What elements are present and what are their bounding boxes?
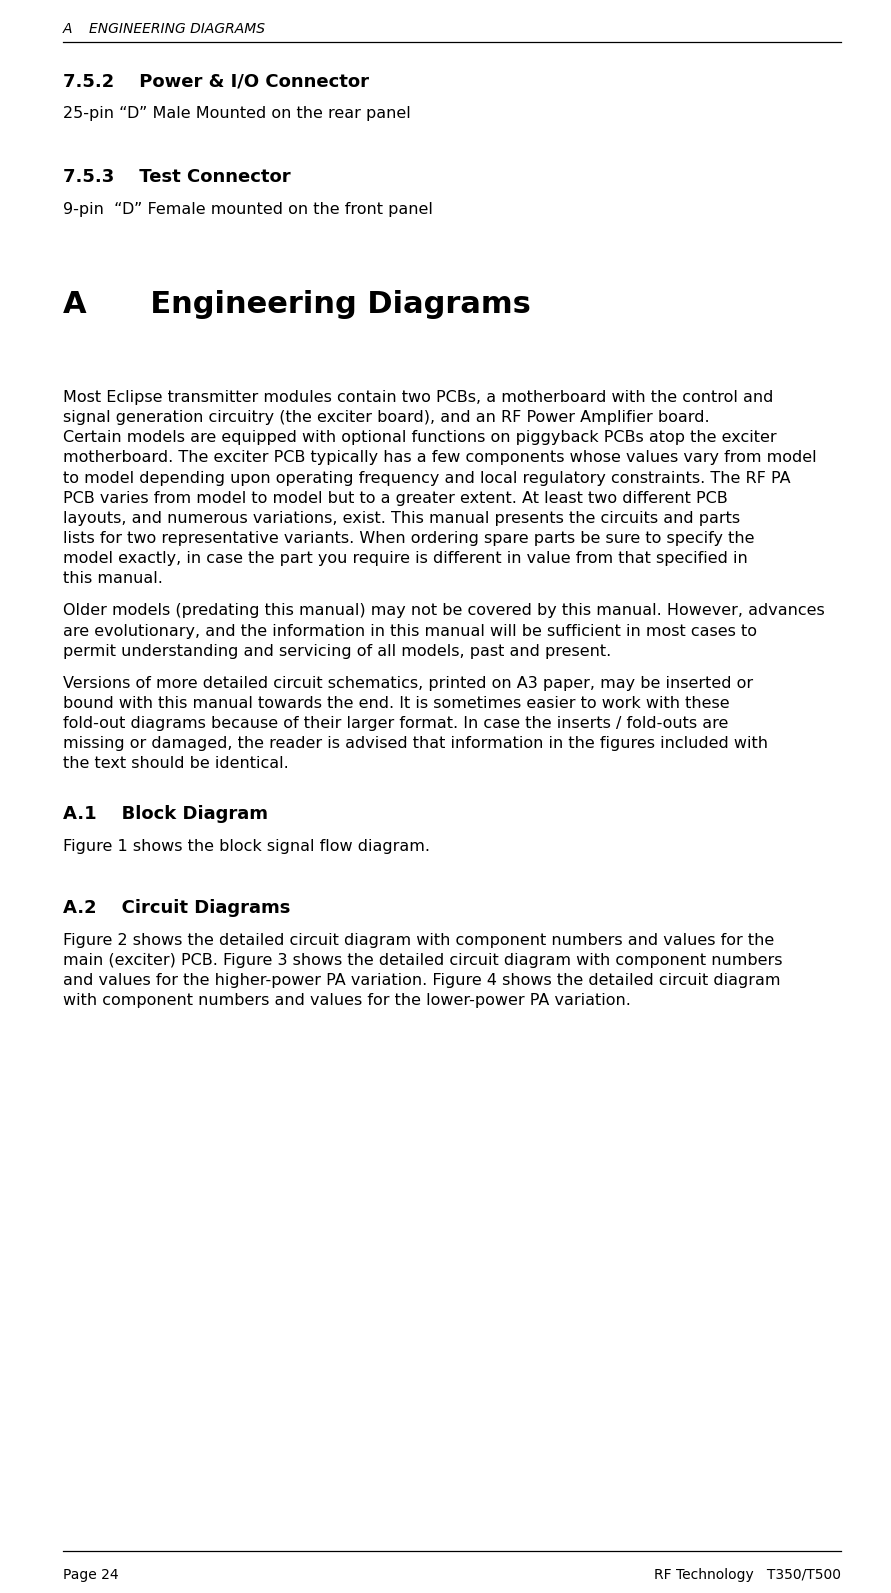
Text: main (exciter) PCB. Figure 3 shows the detailed circuit diagram with component n: main (exciter) PCB. Figure 3 shows the d…: [63, 953, 782, 967]
Text: layouts, and numerous variations, exist. This manual presents the circuits and p: layouts, and numerous variations, exist.…: [63, 511, 740, 526]
Text: 9-pin  “D” Female mounted on the front panel: 9-pin “D” Female mounted on the front pa…: [63, 202, 433, 217]
Text: lists for two representative variants. When ordering spare parts be sure to spec: lists for two representative variants. W…: [63, 530, 755, 546]
Text: fold-out diagrams because of their larger format. In case the inserts / fold-out: fold-out diagrams because of their large…: [63, 717, 728, 731]
Text: 25-pin “D” Male Mounted on the rear panel: 25-pin “D” Male Mounted on the rear pane…: [63, 107, 411, 121]
Text: Older models (predating this manual) may not be covered by this manual. However,: Older models (predating this manual) may…: [63, 604, 825, 618]
Text: RF Technology   T350/T500: RF Technology T350/T500: [654, 1568, 841, 1582]
Text: the text should be identical.: the text should be identical.: [63, 757, 289, 771]
Text: bound with this manual towards the end. It is sometimes easier to work with thes: bound with this manual towards the end. …: [63, 696, 730, 710]
Text: Figure 2 shows the detailed circuit diagram with component numbers and values fo: Figure 2 shows the detailed circuit diag…: [63, 932, 774, 948]
Text: motherboard. The exciter PCB typically has a few components whose values vary fr: motherboard. The exciter PCB typically h…: [63, 451, 817, 465]
Text: signal generation circuitry (the exciter board), and an RF Power Amplifier board: signal generation circuitry (the exciter…: [63, 409, 709, 425]
Text: model exactly, in case the part you require is different in value from that spec: model exactly, in case the part you requ…: [63, 551, 748, 566]
Text: are evolutionary, and the information in this manual will be sufficient in most : are evolutionary, and the information in…: [63, 623, 757, 639]
Text: Most Eclipse transmitter modules contain two PCBs, a motherboard with the contro: Most Eclipse transmitter modules contain…: [63, 390, 773, 405]
Text: 7.5.2    Power & I/O Connector: 7.5.2 Power & I/O Connector: [63, 72, 369, 89]
Text: this manual.: this manual.: [63, 572, 163, 586]
Text: A.2    Circuit Diagrams: A.2 Circuit Diagrams: [63, 898, 290, 916]
Text: permit understanding and servicing of all models, past and present.: permit understanding and servicing of al…: [63, 644, 611, 658]
Text: A.1    Block Diagram: A.1 Block Diagram: [63, 804, 268, 822]
Text: A      Engineering Diagrams: A Engineering Diagrams: [63, 290, 531, 319]
Text: 7.5.3    Test Connector: 7.5.3 Test Connector: [63, 167, 290, 186]
Text: missing or damaged, the reader is advised that information in the figures includ: missing or damaged, the reader is advise…: [63, 736, 768, 752]
Text: Versions of more detailed circuit schematics, printed on A3 paper, may be insert: Versions of more detailed circuit schema…: [63, 675, 753, 691]
Text: and values for the higher-power PA variation. Figure 4 shows the detailed circui: and values for the higher-power PA varia…: [63, 973, 781, 988]
Text: A    ENGINEERING DIAGRAMS: A ENGINEERING DIAGRAMS: [63, 22, 266, 37]
Text: PCB varies from model to model but to a greater extent. At least two different P: PCB varies from model to model but to a …: [63, 491, 728, 505]
Text: Figure 1 shows the block signal flow diagram.: Figure 1 shows the block signal flow dia…: [63, 838, 430, 854]
Text: with component numbers and values for the lower-power PA variation.: with component numbers and values for th…: [63, 992, 631, 1008]
Text: Certain models are equipped with optional functions on piggyback PCBs atop the e: Certain models are equipped with optiona…: [63, 430, 777, 446]
Text: Page 24: Page 24: [63, 1568, 119, 1582]
Text: to model depending upon operating frequency and local regulatory constraints. Th: to model depending upon operating freque…: [63, 470, 790, 486]
